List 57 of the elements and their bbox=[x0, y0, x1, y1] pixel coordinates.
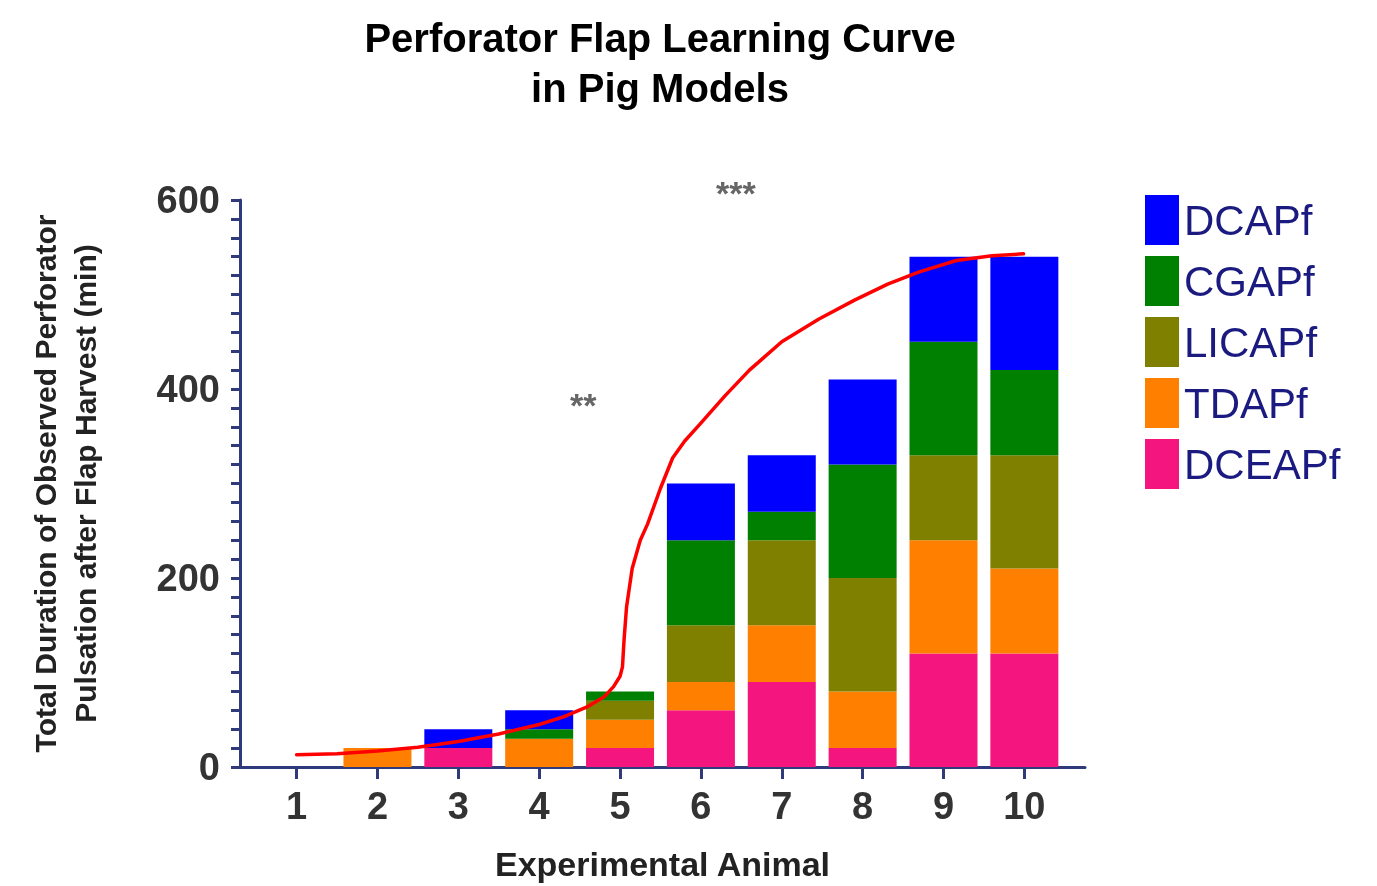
annotation: *** bbox=[716, 174, 757, 212]
bar bbox=[990, 370, 1059, 456]
bar bbox=[747, 455, 816, 512]
legend-label: TDAPf bbox=[1184, 379, 1309, 427]
bar bbox=[990, 455, 1059, 569]
x-tick-label: 7 bbox=[771, 785, 793, 827]
x-tick-label: 9 bbox=[932, 785, 955, 827]
bar bbox=[666, 540, 735, 626]
bar bbox=[828, 379, 897, 465]
x-tick-label: 8 bbox=[852, 785, 874, 827]
bar bbox=[909, 341, 978, 456]
x-tick-label: 4 bbox=[528, 785, 550, 827]
x-tick-label: 6 bbox=[690, 785, 712, 827]
chart-title: Perforator Flap Learning Curve in Pig Models bbox=[364, 16, 956, 110]
bar bbox=[828, 464, 897, 578]
bar bbox=[424, 748, 493, 767]
x-tick-label: 5 bbox=[609, 785, 631, 827]
y-axis-title: Total Duration of Observed Perforator Pulsation after Flap Harvest (min) bbox=[28, 214, 102, 753]
legend-label: CGAPf bbox=[1184, 257, 1316, 305]
bar bbox=[828, 578, 897, 692]
bar bbox=[586, 719, 655, 749]
bar bbox=[666, 681, 735, 711]
bar bbox=[990, 256, 1059, 371]
bar bbox=[747, 681, 816, 767]
legend-label: DCEAPf bbox=[1184, 440, 1341, 488]
bar bbox=[909, 653, 978, 767]
bar bbox=[909, 256, 978, 342]
bar bbox=[505, 738, 574, 767]
bar bbox=[747, 511, 816, 541]
bar bbox=[586, 691, 655, 701]
y-tick-label: 600 bbox=[156, 179, 220, 221]
legend-label: DCAPf bbox=[1184, 196, 1313, 244]
x-tick-label: 2 bbox=[366, 785, 389, 827]
bar bbox=[747, 625, 816, 682]
bar bbox=[586, 700, 655, 720]
bar bbox=[909, 455, 978, 541]
bar bbox=[666, 710, 735, 767]
bar bbox=[505, 729, 574, 739]
bar bbox=[666, 483, 735, 541]
legend-label: LICAPf bbox=[1184, 318, 1318, 366]
line-series bbox=[294, 252, 1026, 757]
bar bbox=[747, 540, 816, 626]
bar bbox=[909, 540, 978, 654]
y-tick-label: 200 bbox=[156, 557, 220, 599]
y-tick-label: 400 bbox=[156, 368, 220, 410]
x-tick-label: 3 bbox=[447, 785, 469, 827]
bar bbox=[990, 653, 1059, 767]
bar bbox=[828, 691, 897, 749]
bar bbox=[990, 568, 1059, 654]
x-tick-label: 1 bbox=[286, 785, 308, 827]
y-tick-label: 0 bbox=[198, 746, 220, 788]
bar bbox=[586, 748, 655, 767]
x-axis-title: Experimental Animal bbox=[494, 845, 831, 883]
annotation: ** bbox=[570, 386, 598, 424]
x-tick-label: 10 bbox=[1003, 785, 1046, 827]
bar bbox=[666, 625, 735, 682]
bar bbox=[828, 748, 897, 767]
